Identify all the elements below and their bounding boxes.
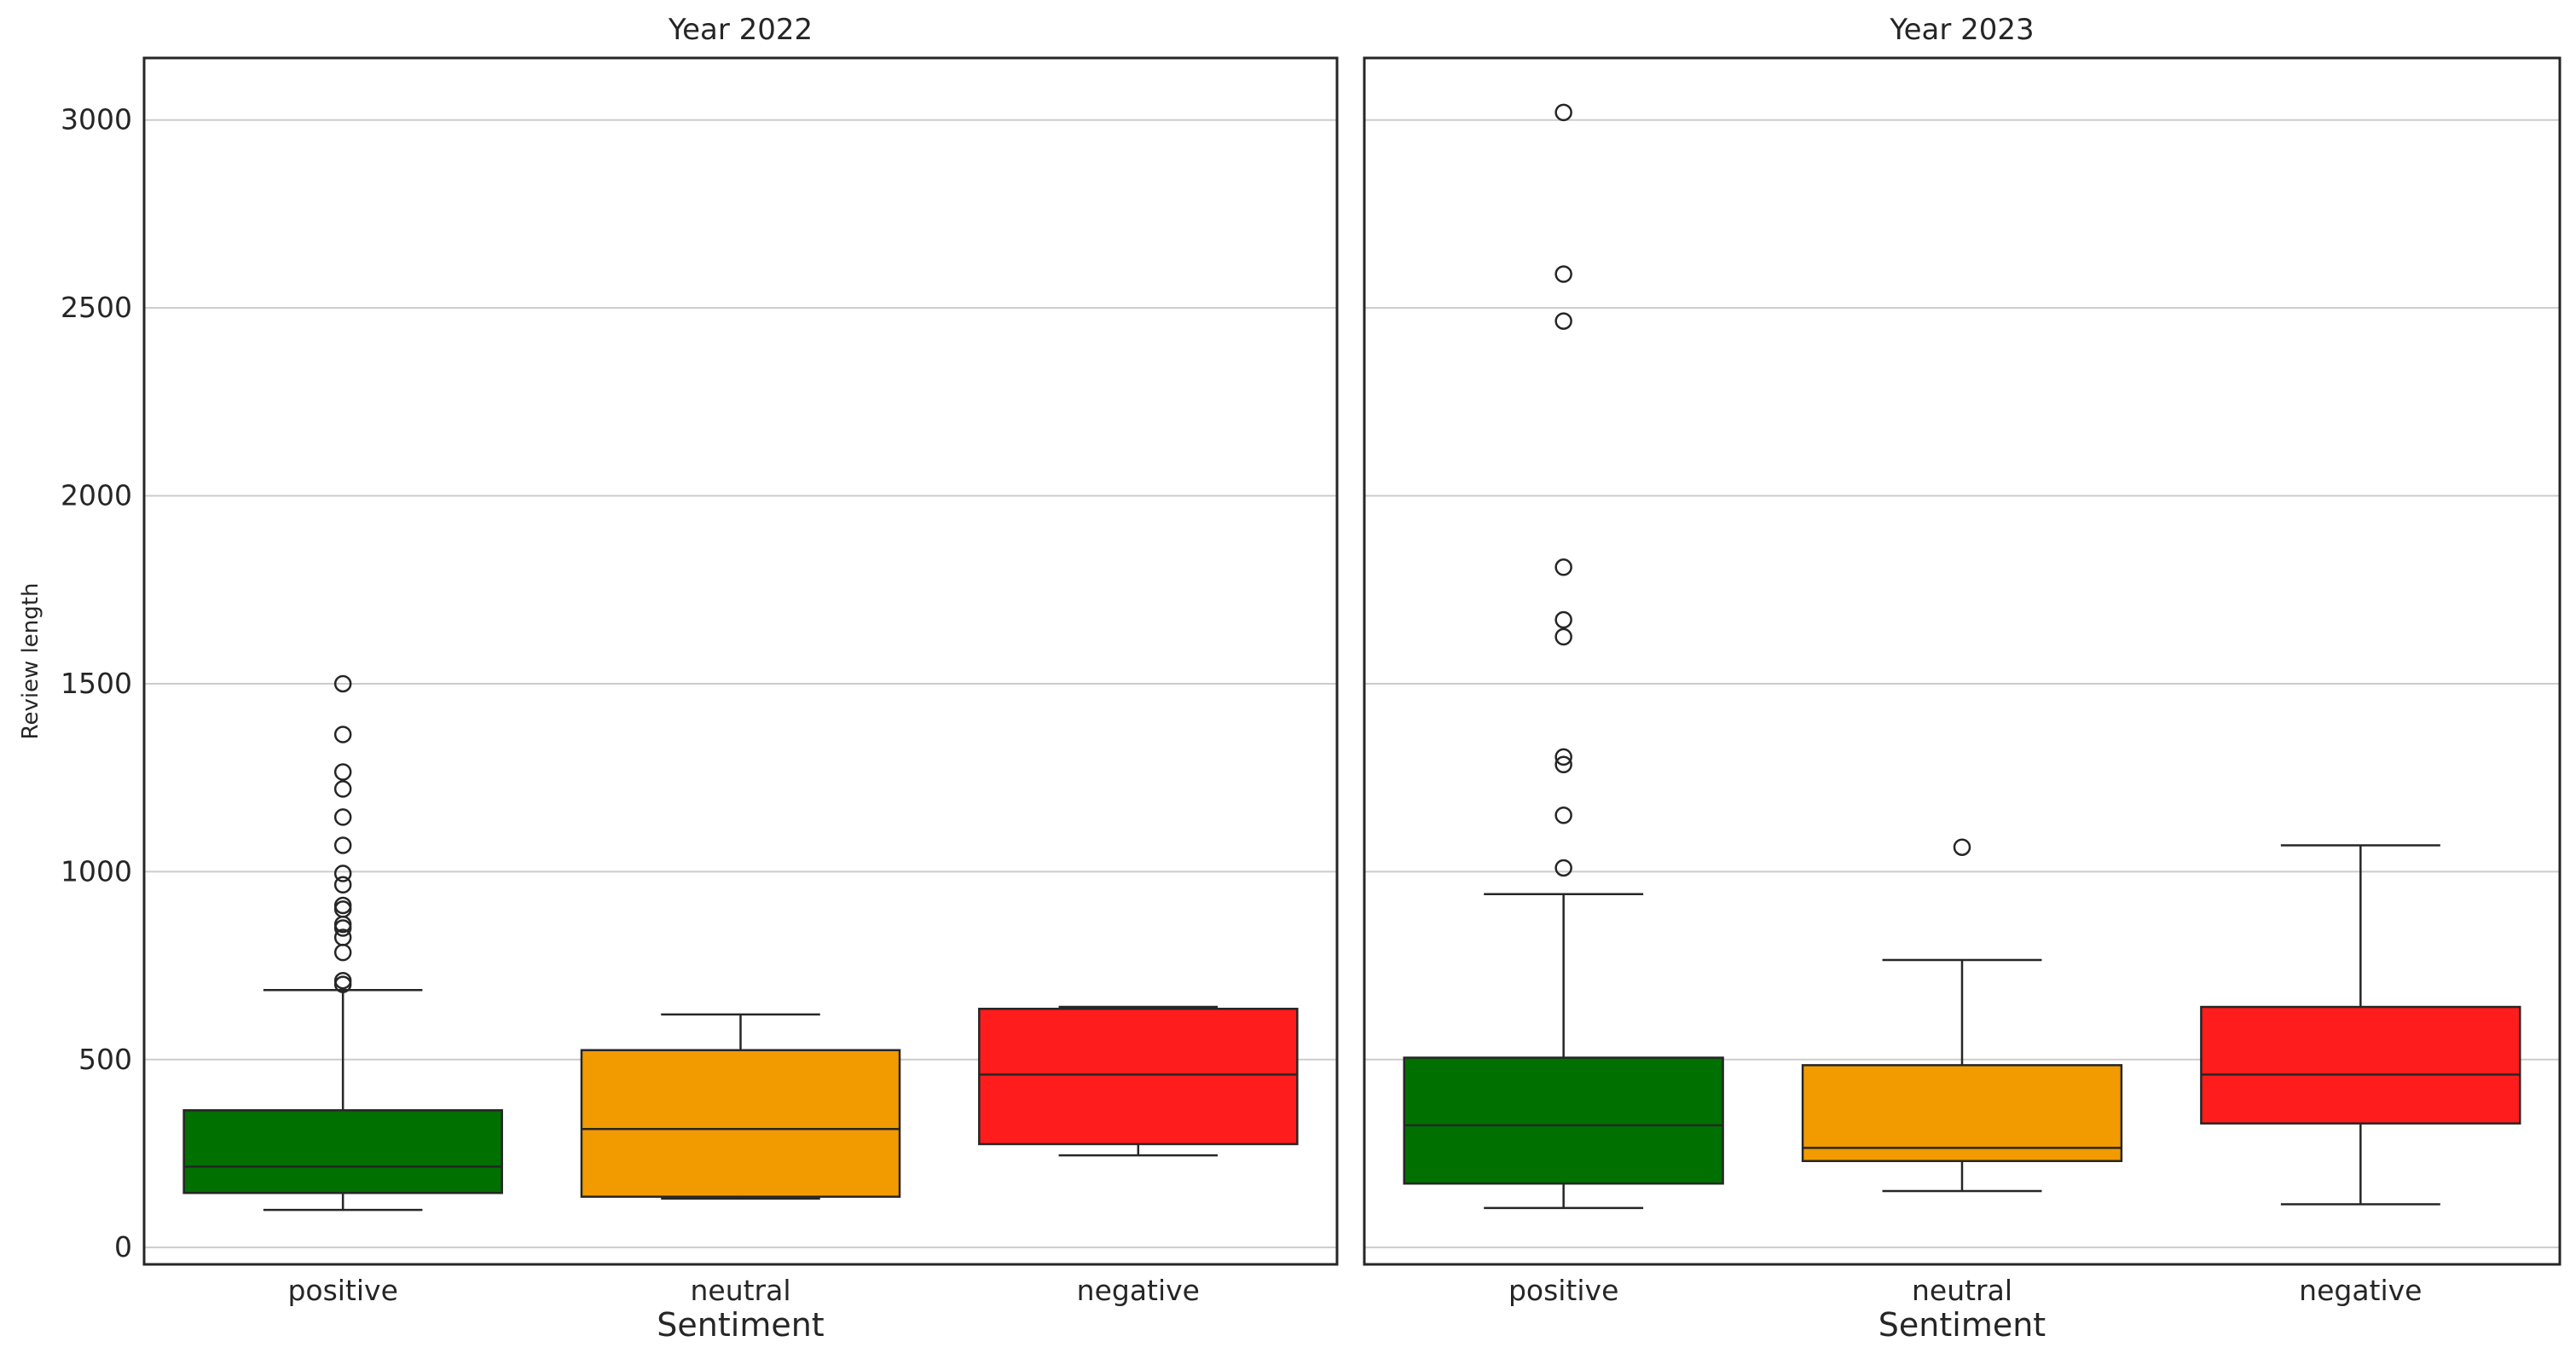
iqr-box [182,1109,503,1194]
panel-frame [142,56,1339,1266]
y-tick-label: 3000 [61,103,132,136]
box-neutral [580,1013,901,1200]
outlier-point [333,865,352,882]
panel-title: Year 2023 [1889,13,2034,47]
outlier-point [333,876,352,894]
outlier-point [333,971,352,990]
x-axis-title: Sentiment [657,1306,824,1344]
outlier-point [1554,755,1572,773]
outlier-point [333,836,352,854]
iqr-box [580,1049,901,1198]
iqr-box [978,1007,1299,1146]
x-tick-label: positive [287,1274,397,1307]
outlier-point [1554,627,1572,646]
x-tick-label: negative [1077,1274,1200,1307]
panel-2: positive neutral negative Year 2023 Sentimen… [1363,13,2562,1344]
x-tick-label: neutral [1912,1274,2012,1307]
outlier-point [1554,558,1572,576]
outlier-point [333,726,352,743]
x-axis-title: Sentiment [1878,1306,2046,1344]
y-tick-label: 2500 [61,291,132,324]
y-axis-title: Review length [18,583,43,740]
iqr-box [1403,1056,1724,1185]
y-tick-label: 1500 [61,667,132,700]
y-tick-label: 2000 [61,479,132,512]
outlier-point [333,674,352,693]
outlier-point [333,896,352,915]
box-negative [978,1005,1299,1157]
iqr-box [2200,1005,2521,1125]
y-tick-label: 1000 [61,854,132,888]
outlier-point [1554,103,1572,122]
outlier-point [1554,748,1572,766]
outlier-point [1953,838,1971,856]
outlier-point [1554,610,1572,629]
outlier-point [1554,312,1572,330]
box-positive [182,674,503,1212]
y-tick-label: 0 [114,1230,132,1264]
box-neutral [1801,838,2123,1193]
x-tick-label: neutral [690,1274,790,1307]
x-tick-label: positive [1508,1274,1618,1307]
outlier-point [1554,859,1572,877]
box-positive [1403,103,1724,1210]
panel-title: Year 2022 [668,13,813,47]
panel-1: 0 500 1000 1500 2000 2500 3000 positive neutral n… [18,13,1339,1344]
outlier-point [1554,265,1572,283]
outlier-point [1554,806,1572,824]
panel-frame [1363,56,2562,1266]
x-tick-label: negative [2299,1274,2422,1307]
y-tick-label: 500 [78,1043,132,1076]
outlier-point [333,928,352,946]
outlier-point [333,808,352,826]
iqr-box [1801,1064,2123,1163]
outlier-point [333,780,352,798]
box-negative [2200,844,2521,1206]
outlier-point [333,763,352,781]
